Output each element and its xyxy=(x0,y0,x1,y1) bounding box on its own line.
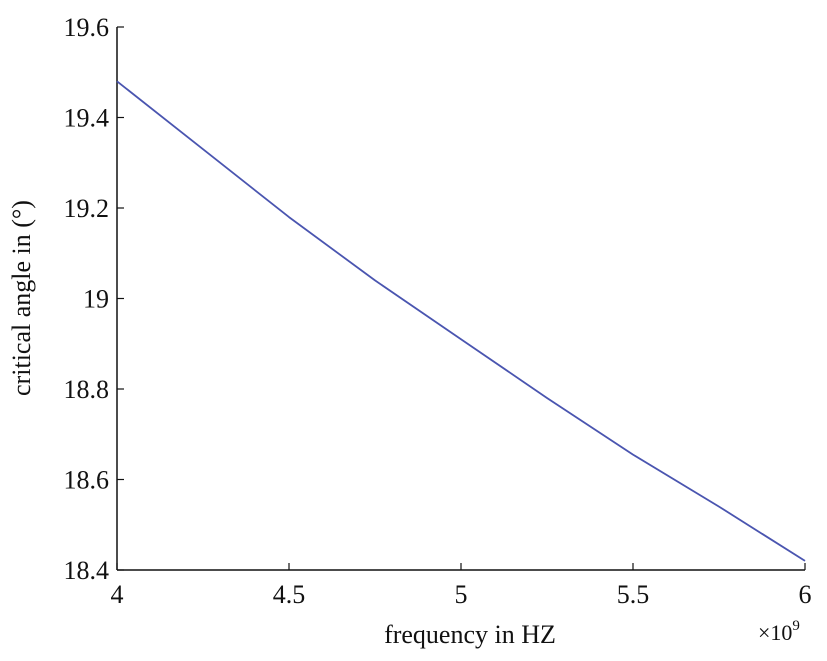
y-tick-label: 18.6 xyxy=(64,466,110,495)
y-tick-label: 19.6 xyxy=(64,13,110,42)
x-tick-label: 4 xyxy=(111,580,124,609)
y-tick-label: 19.4 xyxy=(64,104,110,133)
series-layer xyxy=(116,80,806,562)
x-axis-title: frequency in HZ xyxy=(384,620,556,649)
series-line xyxy=(116,80,806,562)
x-tick-label: 5.5 xyxy=(617,580,650,609)
x-exponent-base: ×10 xyxy=(758,620,792,645)
plot-frame xyxy=(116,27,805,571)
x-tick-label: 5 xyxy=(455,580,468,609)
y-tick-label: 18.8 xyxy=(64,375,110,404)
x-axis-exponent: ×109 xyxy=(758,618,800,645)
y-axis-title: critical angle in (°) xyxy=(7,200,36,396)
x-exponent-power: 9 xyxy=(792,618,800,634)
y-tick-label: 18.4 xyxy=(64,556,110,585)
y-axis-ticks: 18.4 18.6 18.8 19 19.2 19.4 19.6 xyxy=(64,13,124,585)
y-tick-label: 19.2 xyxy=(64,194,110,223)
x-tick-label: 6 xyxy=(799,580,812,609)
x-tick-label: 4.5 xyxy=(273,580,306,609)
y-tick-label: 19 xyxy=(83,285,109,314)
x-axis-ticks: 4 4.5 5 5.5 6 xyxy=(111,563,812,609)
